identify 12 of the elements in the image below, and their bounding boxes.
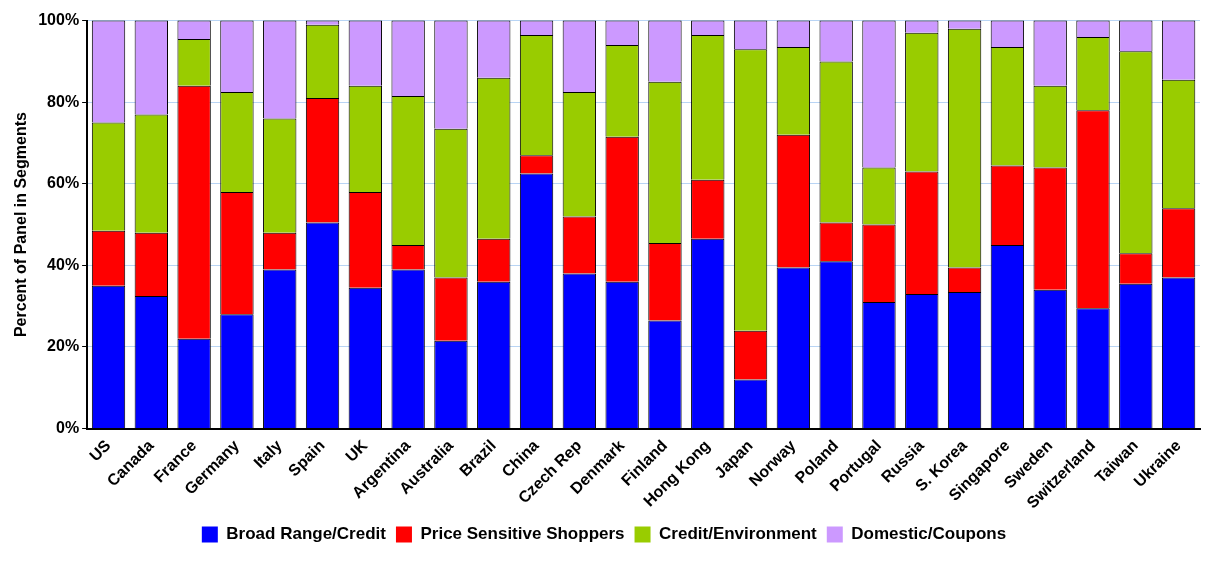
y-tick-label: 40% bbox=[47, 255, 80, 273]
legend-label: Broad Range/Credit bbox=[226, 524, 387, 544]
y-tick-label: 100% bbox=[38, 11, 80, 29]
y-tick-label: 60% bbox=[47, 174, 80, 192]
y-tick-label: 20% bbox=[47, 337, 80, 355]
x-tick-label: US bbox=[86, 436, 114, 465]
y-axis-title: Percent of Panel in Segments bbox=[12, 112, 30, 338]
y-tick-label: 0% bbox=[56, 418, 80, 436]
y-tick-label: 80% bbox=[47, 92, 80, 110]
legend-label: Domestic/Coupons bbox=[851, 524, 1007, 544]
legend-label: Credit/Environment bbox=[659, 524, 818, 544]
legend-label: Price Sensitive Shoppers bbox=[420, 524, 625, 544]
